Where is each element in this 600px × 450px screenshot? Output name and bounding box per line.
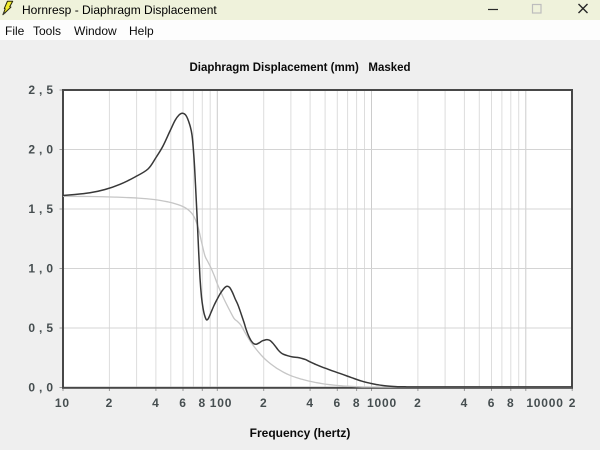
svg-text:1000: 1000	[367, 396, 397, 410]
svg-text:6: 6	[488, 396, 495, 410]
svg-text:0,5: 0,5	[28, 321, 57, 335]
svg-text:4: 4	[152, 396, 159, 410]
svg-text:100: 100	[210, 396, 232, 410]
svg-text:10: 10	[55, 396, 70, 410]
svg-text:2,5: 2,5	[28, 83, 57, 97]
svg-text:0,0: 0,0	[28, 381, 57, 395]
svg-text:10000: 10000	[526, 396, 563, 410]
svg-text:4: 4	[461, 396, 468, 410]
svg-text:8: 8	[199, 396, 206, 410]
svg-text:4: 4	[306, 396, 313, 410]
svg-text:8: 8	[353, 396, 360, 410]
svg-text:6: 6	[334, 396, 341, 410]
svg-text:2: 2	[106, 396, 113, 410]
svg-text:2,0: 2,0	[28, 143, 57, 157]
svg-text:2: 2	[414, 396, 421, 410]
svg-text:6: 6	[179, 396, 186, 410]
svg-text:1,5: 1,5	[28, 202, 57, 216]
svg-text:2: 2	[569, 396, 576, 410]
svg-text:1,0: 1,0	[28, 262, 57, 276]
svg-text:8: 8	[507, 396, 514, 410]
svg-text:2: 2	[260, 396, 267, 410]
